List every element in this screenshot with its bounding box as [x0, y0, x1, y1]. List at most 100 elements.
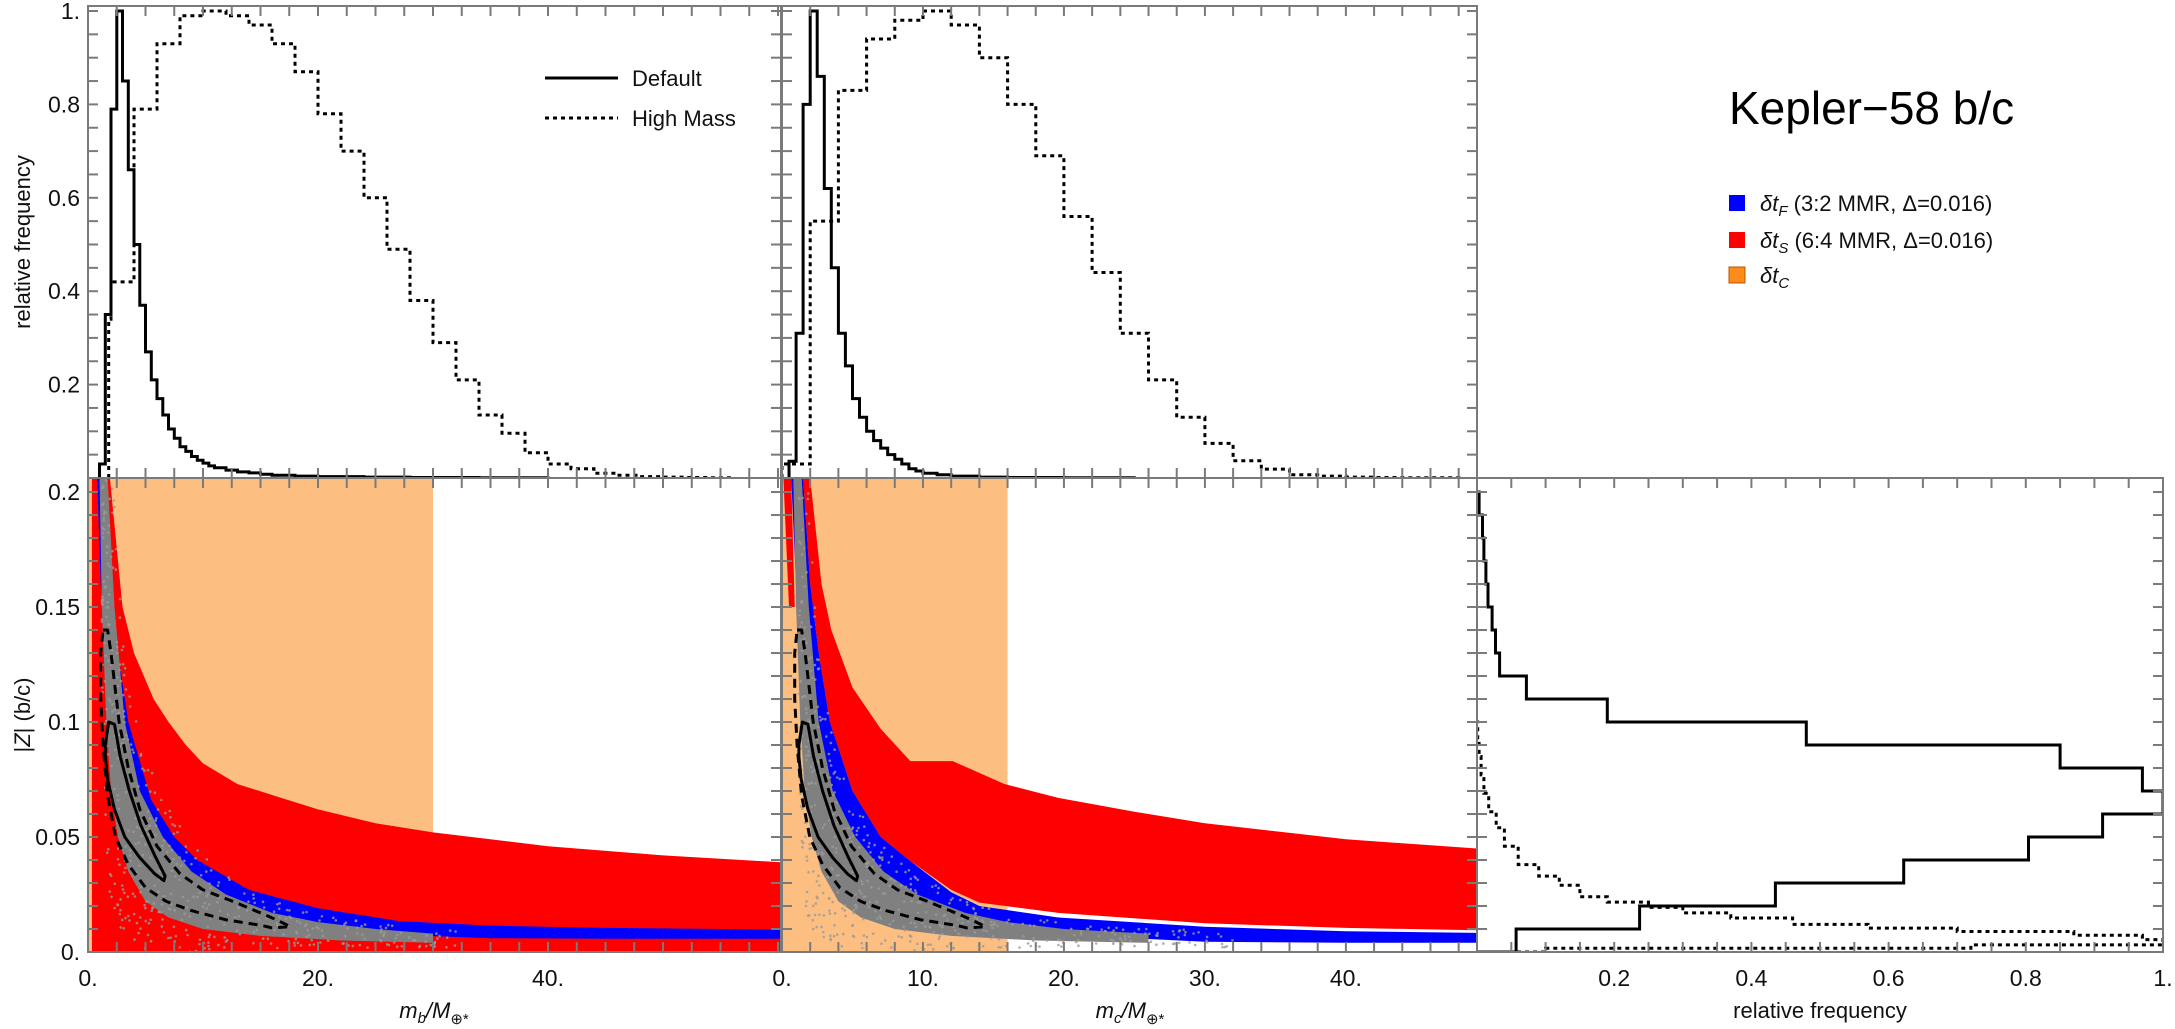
sample-point	[110, 895, 113, 899]
sample-point	[1156, 934, 1159, 937]
sample-point	[216, 884, 220, 887]
sample-point	[875, 900, 878, 904]
sample-point	[821, 891, 825, 895]
sample-point	[797, 692, 801, 696]
sample-point	[835, 801, 838, 804]
sample-point	[411, 938, 415, 942]
sample-point	[918, 901, 922, 904]
sample-point	[991, 923, 995, 927]
sample-point	[853, 903, 857, 907]
sample-point	[892, 919, 895, 923]
sample-point	[124, 866, 127, 870]
sample-point	[318, 919, 321, 922]
sample-point	[1021, 922, 1025, 926]
sample-point	[816, 667, 820, 671]
sample-point	[413, 938, 417, 942]
sample-point	[238, 932, 242, 936]
sample-point	[226, 913, 230, 916]
sample-point	[890, 946, 893, 949]
ylabel-var: Z	[10, 732, 35, 748]
sample-point	[931, 885, 934, 888]
sample-point	[834, 851, 838, 854]
sample-point	[100, 620, 104, 623]
sample-point	[445, 936, 449, 939]
sample-point	[804, 745, 808, 749]
sample-point	[118, 668, 121, 672]
sample-point	[801, 575, 804, 579]
sample-point	[1217, 932, 1220, 936]
sample-point	[1149, 940, 1153, 943]
x-tick-label: 30.	[1189, 965, 1221, 991]
sample-point	[813, 606, 817, 609]
sample-point	[820, 851, 824, 854]
sample-point	[321, 934, 325, 938]
sample-point	[1069, 927, 1073, 931]
sample-point	[209, 886, 212, 890]
sample-point	[1110, 931, 1114, 934]
sample-point	[382, 933, 386, 937]
sample-point	[334, 919, 338, 922]
sample-point	[149, 939, 153, 943]
sample-point	[914, 925, 918, 929]
sample-point	[798, 446, 801, 449]
sample-point	[207, 903, 211, 906]
sample-point	[170, 903, 173, 906]
sample-point	[276, 924, 280, 927]
sample-point	[205, 894, 208, 898]
sample-point	[122, 710, 126, 713]
sample-point	[960, 917, 964, 920]
sample-point	[824, 717, 827, 721]
sample-point	[116, 858, 120, 861]
sample-point	[156, 808, 160, 811]
sample-point	[800, 600, 804, 603]
xlabel-part: /M	[1119, 998, 1146, 1023]
sample-point	[879, 917, 883, 920]
sample-point	[808, 847, 811, 850]
sample-point	[888, 877, 892, 881]
sample-point	[903, 929, 906, 932]
sample-point	[190, 862, 193, 866]
sample-point	[1123, 934, 1127, 938]
histogram-high-mass-line	[107, 9, 734, 478]
sample-point	[418, 944, 422, 948]
sample-point	[102, 580, 106, 583]
sample-point	[144, 900, 148, 903]
sample-point	[186, 933, 189, 937]
sample-point	[124, 916, 127, 920]
sample-point	[805, 512, 808, 516]
sample-point	[895, 870, 898, 873]
sample-point	[139, 891, 142, 894]
sample-point	[807, 754, 810, 757]
sample-point	[959, 898, 962, 902]
sample-point	[445, 946, 448, 949]
sample-point	[1112, 942, 1115, 945]
sample-point	[105, 851, 109, 854]
sample-point	[178, 824, 182, 828]
sample-point	[135, 825, 139, 829]
sample-point	[146, 768, 150, 772]
xlabel-part: /M	[424, 998, 451, 1023]
sample-point	[868, 900, 872, 904]
sample-point	[804, 787, 808, 791]
sample-point	[218, 909, 222, 913]
sample-point	[124, 845, 127, 848]
sample-point	[113, 882, 117, 886]
sample-point	[916, 942, 919, 946]
sample-point	[207, 944, 210, 948]
sample-point	[945, 919, 949, 922]
sample-point	[851, 826, 855, 829]
sample-point	[116, 903, 119, 906]
sample-point	[116, 798, 120, 802]
sample-point	[813, 803, 817, 807]
sample-point	[880, 942, 883, 946]
sample-point	[121, 662, 125, 666]
sample-point	[206, 892, 210, 896]
sample-point	[132, 912, 136, 916]
sample-point	[1221, 945, 1224, 949]
sample-point	[818, 715, 822, 719]
sample-point	[170, 849, 173, 852]
sample-point	[293, 941, 296, 945]
sample-point	[1077, 944, 1080, 947]
xlabel-sub: c	[1114, 1010, 1122, 1027]
sample-point	[997, 946, 1000, 949]
